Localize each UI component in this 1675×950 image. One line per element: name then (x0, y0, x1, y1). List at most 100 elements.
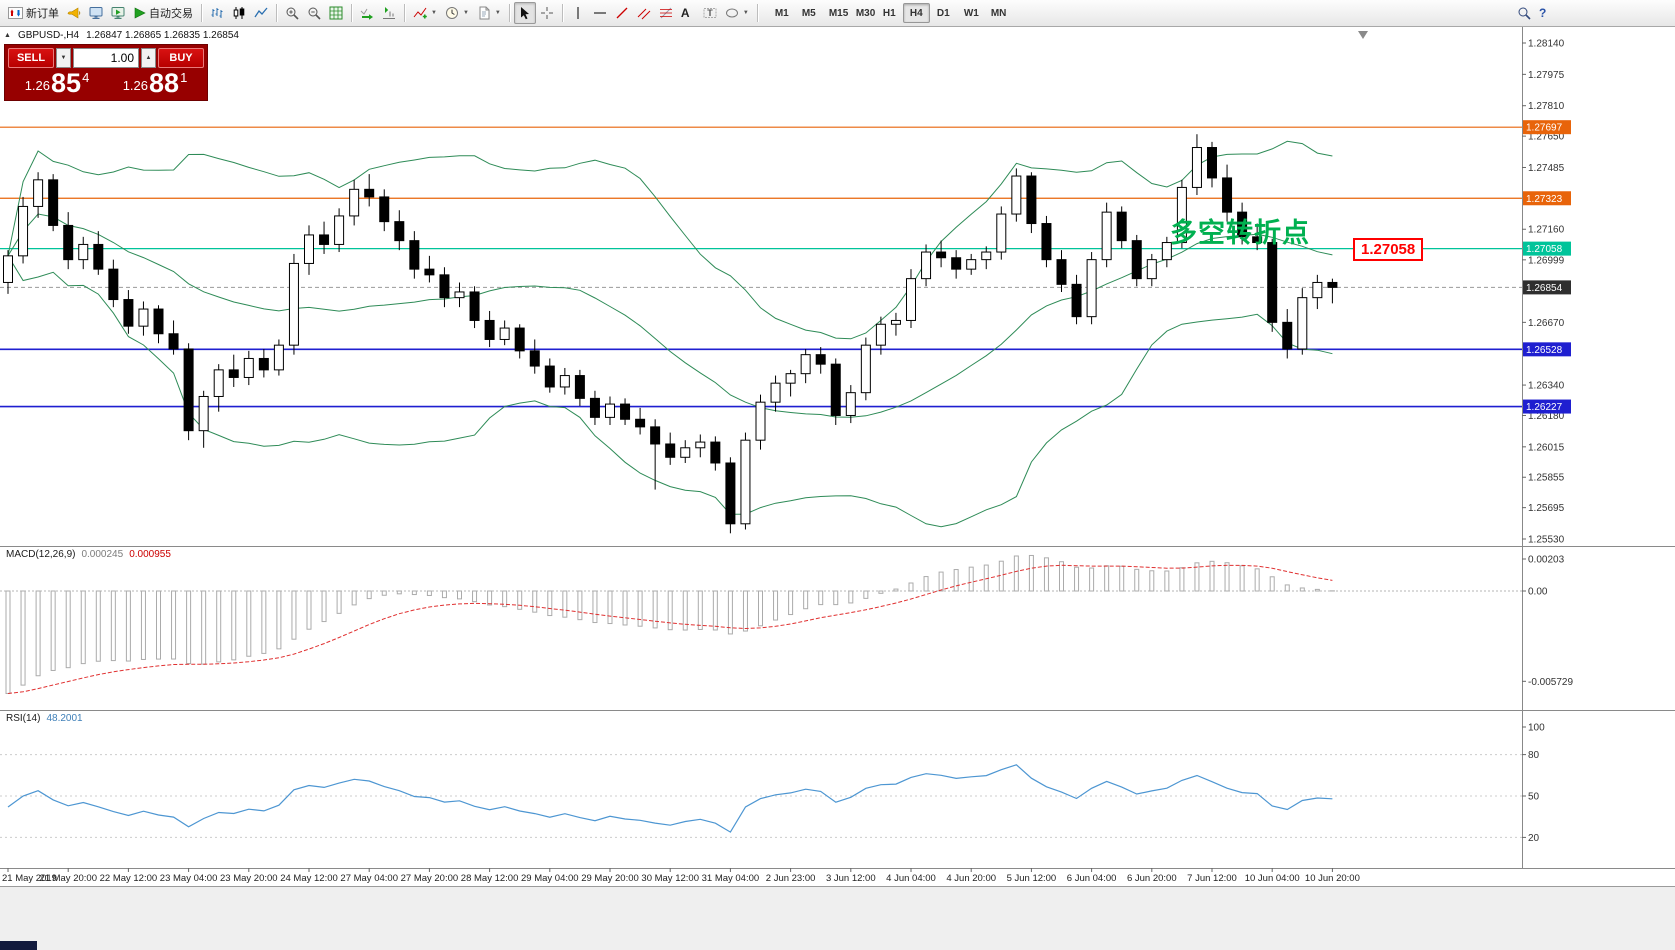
svg-text:24 May 12:00: 24 May 12:00 (280, 873, 338, 884)
metaeditor-button[interactable] (107, 2, 129, 24)
one-click-toggle-arrow[interactable]: ▲ (4, 32, 11, 39)
svg-text:22 May 12:00: 22 May 12:00 (100, 873, 158, 884)
templates-button[interactable]: ▼ (473, 2, 505, 24)
buy-button[interactable]: BUY (158, 48, 204, 68)
crosshair-button[interactable] (536, 2, 558, 24)
buy-price-display[interactable]: 1.26 88 1 (106, 69, 204, 97)
autotrading-label: 自动交易 (149, 8, 193, 20)
toolbar-separator (276, 4, 277, 22)
text-label-button[interactable]: T (699, 2, 721, 24)
svg-text:1.26015: 1.26015 (1528, 442, 1565, 453)
horizontal-line-objects[interactable] (0, 126, 1522, 408)
timeframe-M30[interactable]: M30 (849, 3, 876, 23)
cursor-arrow-icon (518, 6, 532, 20)
svg-text:2 Jun 23:00: 2 Jun 23:00 (766, 873, 816, 884)
buy-price-point: 1 (180, 70, 188, 85)
new-order-icon (8, 6, 23, 20)
timeframe-H4[interactable]: H4 (902, 3, 930, 23)
line-chart-icon (254, 6, 268, 20)
templates-file-icon (477, 6, 491, 20)
text-label-icon: T (703, 6, 717, 20)
help-icon: ? (1539, 6, 1547, 20)
svg-text:50: 50 (1528, 792, 1540, 803)
svg-text:1.27975: 1.27975 (1528, 70, 1565, 81)
crosshair-icon (540, 6, 554, 20)
toolbar-right-group: ? (1513, 2, 1557, 24)
svg-text:20: 20 (1528, 833, 1540, 844)
svg-text:21 May 2019: 21 May 2019 (2, 873, 57, 884)
chart-shift-button[interactable] (378, 2, 400, 24)
bar-chart-button[interactable] (206, 2, 228, 24)
auto-scroll-button[interactable] (356, 2, 378, 24)
svg-text:1.27485: 1.27485 (1528, 163, 1565, 174)
horizontal-line-button[interactable] (589, 2, 611, 24)
fibonacci-button[interactable] (655, 2, 677, 24)
zoom-in-button[interactable] (281, 2, 303, 24)
volume-input[interactable] (73, 48, 139, 68)
sell-price-display[interactable]: 1.26 85 4 (8, 69, 106, 97)
candlestick-chart-icon (232, 6, 246, 20)
autotrading-button[interactable]: 自动交易 (129, 2, 197, 24)
terminal-button[interactable] (85, 2, 107, 24)
svg-text:1.26854: 1.26854 (1526, 283, 1563, 294)
svg-text:29 May 20:00: 29 May 20:00 (581, 873, 639, 884)
svg-text:1.27650: 1.27650 (1528, 132, 1565, 143)
help-button[interactable]: ? (1535, 2, 1557, 24)
floating-price-label[interactable]: 1.27058 (1353, 238, 1424, 261)
chart-text-annotation[interactable]: 多空转折点 (1170, 218, 1310, 248)
svg-text:1.27810: 1.27810 (1528, 101, 1565, 112)
alerts-horn-button[interactable] (63, 2, 85, 24)
indicators-icon (413, 6, 427, 20)
buy-price-pips: 88 (149, 68, 180, 98)
zoom-out-icon (307, 6, 321, 20)
dropdown-arrow-icon: ▼ (462, 10, 469, 16)
vertical-line-button[interactable] (567, 2, 589, 24)
one-click-trading-panel: SELL ▼ ▲ BUY 1.26 85 4 1.26 88 1 (4, 44, 208, 101)
svg-text:30 May 12:00: 30 May 12:00 (641, 873, 699, 884)
line-chart-button[interactable] (250, 2, 272, 24)
vertical-line-icon (571, 6, 585, 20)
dropdown-arrow-icon: ▼ (742, 10, 749, 16)
candlestick-chart-button[interactable] (228, 2, 250, 24)
chart-window: 1.28140 1.27975 1.27810 1.27650 1.27485 1.271… (0, 27, 1675, 887)
timeframe-toolbar: M1 M5 M15 M30 H1 H4 D1 W1 MN (768, 3, 1011, 23)
timeframe-W1[interactable]: W1 (957, 3, 984, 23)
trendline-icon (615, 6, 629, 20)
svg-text:1.26340: 1.26340 (1528, 381, 1565, 392)
sell-button[interactable]: SELL (8, 48, 54, 68)
svg-text:1.25855: 1.25855 (1528, 473, 1565, 484)
svg-text:-0.005729: -0.005729 (1528, 677, 1573, 688)
volume-increase-button[interactable]: ▲ (141, 48, 156, 68)
timeframe-MN[interactable]: MN (984, 3, 1011, 23)
cursor-button[interactable] (513, 2, 536, 24)
bar-chart-icon (210, 6, 224, 20)
periods-button[interactable]: ▼ (441, 2, 473, 24)
new-order-button[interactable]: 新订单 (4, 2, 63, 24)
main-toolbar: 新订单 自动交易 ▼ ▼ (0, 0, 1675, 27)
indicators-button[interactable]: ▼ (409, 2, 441, 24)
zoom-out-button[interactable] (303, 2, 325, 24)
svg-text:31 May 04:00: 31 May 04:00 (702, 873, 760, 884)
timeframe-D1[interactable]: D1 (930, 3, 957, 23)
timeframe-M1[interactable]: M1 (768, 3, 795, 23)
timeframe-M5[interactable]: M5 (795, 3, 822, 23)
timeframe-H1[interactable]: H1 (876, 3, 903, 23)
toolbar-separator (508, 4, 510, 22)
trendline-button[interactable] (611, 2, 633, 24)
svg-text:28 May 12:00: 28 May 12:00 (461, 873, 519, 884)
svg-text:27 May 20:00: 27 May 20:00 (401, 873, 459, 884)
chart-canvas[interactable]: 1.28140 1.27975 1.27810 1.27650 1.27485 1.271… (0, 27, 1675, 885)
search-button[interactable] (1513, 2, 1535, 24)
shapes-button[interactable]: ▼ (721, 2, 753, 24)
svg-text:6 Jun 04:00: 6 Jun 04:00 (1067, 873, 1117, 884)
sell-price-point: 4 (82, 70, 90, 85)
sell-price-pips: 85 (51, 68, 82, 98)
volume-decrease-button[interactable]: ▼ (56, 48, 71, 68)
text-button[interactable]: A (677, 2, 699, 24)
metaeditor-monitor-icon (111, 6, 125, 20)
timeframe-M15[interactable]: M15 (822, 3, 849, 23)
scroll-end-marker[interactable] (1358, 31, 1368, 39)
tile-windows-button[interactable] (325, 2, 347, 24)
equidistant-channel-button[interactable] (633, 2, 655, 24)
